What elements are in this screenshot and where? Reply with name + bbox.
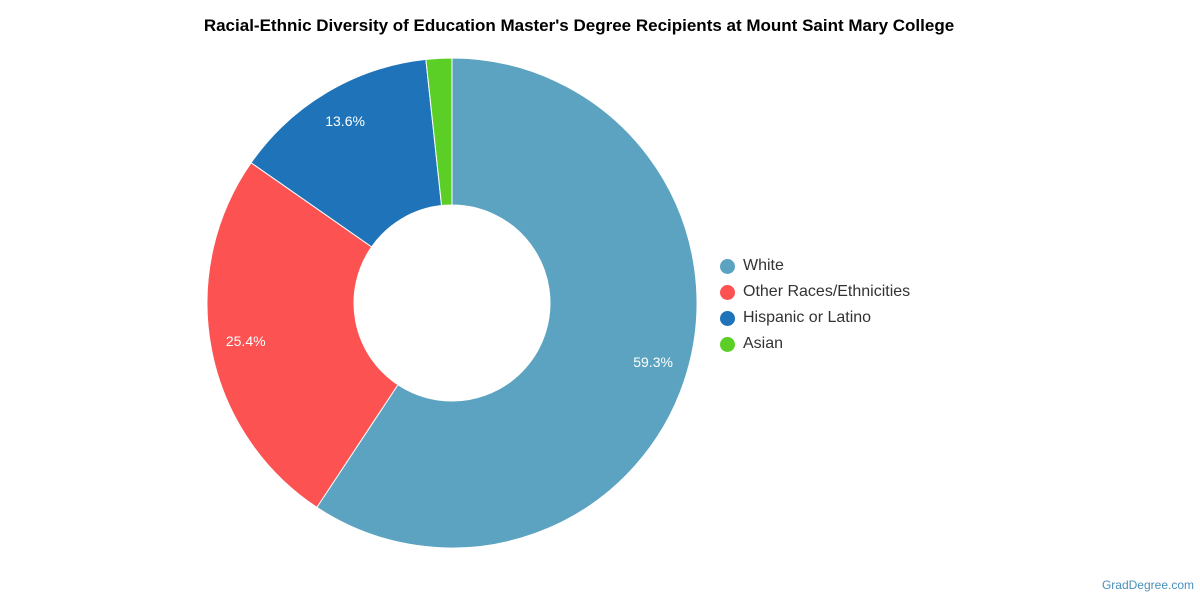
slice-asian[interactable] (425, 57, 453, 207)
legend-swatch (720, 336, 735, 352)
legend-swatch (720, 284, 735, 300)
watermark-link[interactable]: GradDegree.com (1101, 578, 1194, 592)
legend-label: White (743, 257, 784, 274)
slice-white[interactable] (316, 57, 698, 549)
legend-label: Other Races/Ethnicities (743, 283, 911, 300)
legend-item-hispanic-or-latino[interactable]: Hispanic or Latino (720, 305, 910, 331)
slice-other-races-ethnicities[interactable] (206, 162, 399, 509)
data-label-hispanic-or-latino: 13.6% (325, 113, 365, 129)
legend-item-white[interactable]: White (720, 253, 910, 279)
slice-hispanic-or-latino[interactable] (250, 58, 443, 248)
data-label-white: 59.3% (633, 354, 673, 370)
legend-item-other-races-ethnicities[interactable]: Other Races/Ethnicities (720, 279, 910, 305)
legend-label: Asian (743, 335, 784, 352)
data-label-other-races-ethnicities: 25.4% (226, 333, 266, 349)
legend-swatch (720, 258, 735, 274)
chart-title: Racial-Ethnic Diversity of Education Mas… (203, 16, 955, 35)
legend-label: Hispanic or Latino (743, 309, 872, 326)
legend-swatch (720, 310, 735, 326)
chart-legend: White Other Races/Ethnicities Hispanic or … (720, 253, 910, 357)
legend-item-asian[interactable]: Asian (720, 331, 910, 357)
